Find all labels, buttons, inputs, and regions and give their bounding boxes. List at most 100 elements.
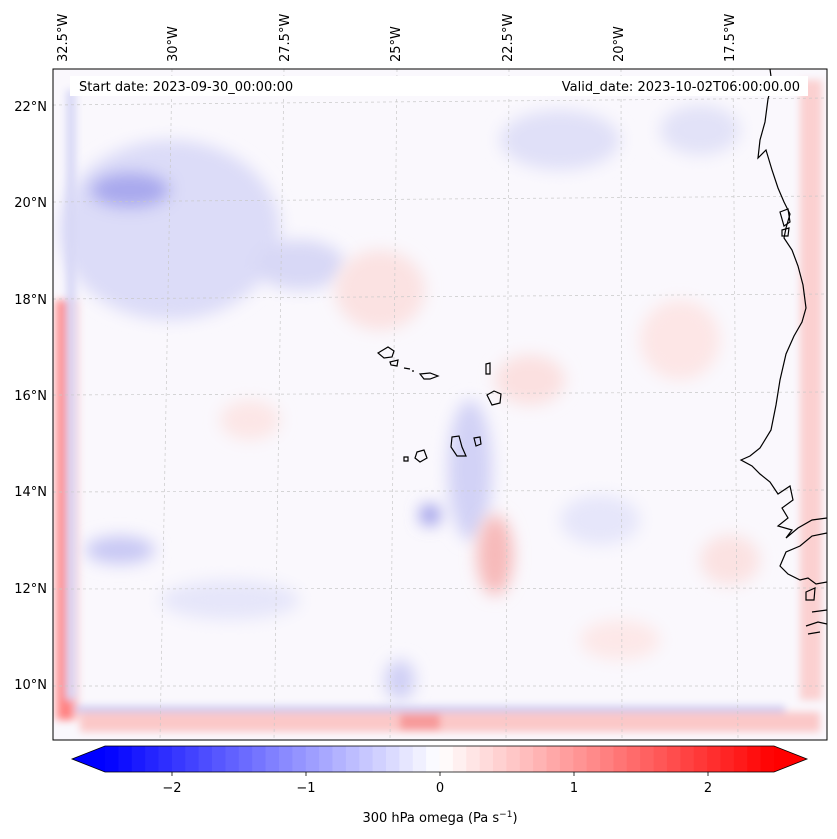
coastline-guinea (779, 532, 827, 585)
colorbar-cell (466, 746, 481, 772)
colorbar-tick-label: −1 (296, 781, 315, 796)
valid-date-label: Valid_date: 2023-10-02T06:00:00.00 (562, 80, 800, 95)
colorbar-cell (426, 746, 440, 772)
island-sao-vicente (389, 359, 399, 367)
colorbar-cell (559, 746, 574, 772)
colorbar-cell (613, 746, 628, 772)
colorbar-cell (372, 746, 387, 772)
lon-label: 27.5°W (278, 14, 293, 62)
map-frame (52, 68, 828, 741)
colorbar-cell (385, 746, 400, 772)
african-coastline (739, 69, 827, 635)
lon-label: 30°W (166, 26, 181, 62)
colorbar-cell (479, 746, 494, 772)
omega-positive-field (220, 250, 760, 660)
colorbar-title-end: ) (512, 811, 517, 826)
island-fogo (414, 449, 428, 463)
colorbar-cell (252, 746, 266, 772)
colorbar-cell (292, 746, 307, 772)
colorbar-cell (506, 746, 521, 772)
colorbar-cell (640, 746, 654, 772)
colorbar-title-main: 300 hPa omega (Pa s (362, 811, 499, 826)
colorbar-cell (533, 746, 547, 772)
colorbar-cell (345, 746, 360, 772)
graticule (53, 69, 827, 740)
colorbar-tick-label: 0 (436, 781, 444, 796)
colorbar-cell (131, 746, 146, 772)
island-sal (485, 362, 491, 375)
map-panel: Start date: 2023-09-30_00:00:00 Valid_da… (53, 69, 827, 740)
colorbar-cell (573, 746, 588, 772)
colorbar-ticks (171, 772, 709, 776)
longitude-labels: 32.5°W 30°W 27.5°W 25°W 22.5°W 20°W 17.5… (56, 14, 738, 62)
colorbar-cell (452, 746, 467, 772)
colorbar-cell (412, 746, 427, 772)
colorbar-cell (185, 746, 200, 772)
boundary-bands (55, 80, 822, 732)
colorbar: −2 −1 0 1 2 300 hPa omega (Pa s−1) (70, 745, 809, 826)
colorbar-cell (319, 746, 333, 772)
colorbar-extend-max (774, 746, 807, 772)
lon-label: 22.5°W (501, 14, 516, 62)
colorbar-cell (212, 746, 226, 772)
colorbar-cell (265, 746, 280, 772)
colorbar-cell (600, 746, 614, 772)
lat-label: 18°N (14, 293, 47, 308)
coastline-path (739, 69, 827, 539)
colorbar-cell (519, 746, 534, 772)
colorbar-cell (332, 746, 347, 772)
colorbar-cell (626, 746, 641, 772)
island-brava (403, 456, 409, 462)
colorbar-cell (493, 746, 507, 772)
colorbar-cell (439, 746, 454, 772)
colorbar-title: 300 hPa omega (Pa s−1) (362, 810, 517, 826)
coastal-island-2 (781, 227, 790, 237)
island-santiago (450, 435, 467, 457)
lon-label: 25°W (389, 26, 404, 62)
lat-label: 12°N (14, 582, 47, 597)
colorbar-cell (760, 746, 775, 772)
colorbar-cells (105, 746, 775, 772)
colorbar-cell (198, 746, 213, 772)
latitude-labels: 22°N 20°N 18°N 16°N 14°N 12°N 10°N (14, 100, 47, 693)
colorbar-cell (680, 746, 695, 772)
lat-label: 20°N (14, 196, 47, 211)
bijagos-island-2 (805, 609, 827, 635)
island-santo-antao (376, 346, 395, 359)
colorbar-cell (586, 746, 601, 772)
island-boa-vista (486, 390, 502, 406)
lon-label: 17.5°W (723, 14, 738, 62)
lat-label: 10°N (14, 678, 47, 693)
omega-negative-field (60, 105, 740, 700)
colorbar-cell (118, 746, 133, 772)
bijagos-island-1 (805, 587, 816, 601)
colorbar-cell (707, 746, 721, 772)
colorbar-cell (225, 746, 240, 772)
colorbar-cell (238, 746, 253, 772)
lat-label: 14°N (14, 485, 47, 500)
cape-verde-islands (376, 346, 502, 463)
colorbar-outline (70, 745, 809, 773)
colorbar-extend-min (72, 746, 105, 772)
colorbar-cell (733, 746, 748, 772)
colorbar-cell (693, 746, 708, 772)
colorbar-cell (399, 746, 414, 772)
colorbar-cell (653, 746, 668, 772)
colorbar-cell (158, 746, 173, 772)
colorbar-tick-label: 2 (704, 781, 712, 796)
coastal-island-1 (779, 208, 791, 227)
island-maio (473, 436, 482, 447)
colorbar-cell (145, 746, 159, 772)
colorbar-cell (171, 746, 186, 772)
lon-label: 20°W (612, 26, 627, 62)
colorbar-tick-label: 1 (570, 781, 578, 796)
start-date-label: Start date: 2023-09-30_00:00:00 (79, 80, 293, 95)
lon-label: 32.5°W (56, 14, 71, 62)
lat-label: 16°N (14, 389, 47, 404)
colorbar-cell (105, 746, 119, 772)
colorbar-cell (720, 746, 735, 772)
colorbar-cell (546, 746, 561, 772)
island-sao-nicolau (418, 372, 440, 380)
lat-label: 22°N (14, 100, 47, 115)
